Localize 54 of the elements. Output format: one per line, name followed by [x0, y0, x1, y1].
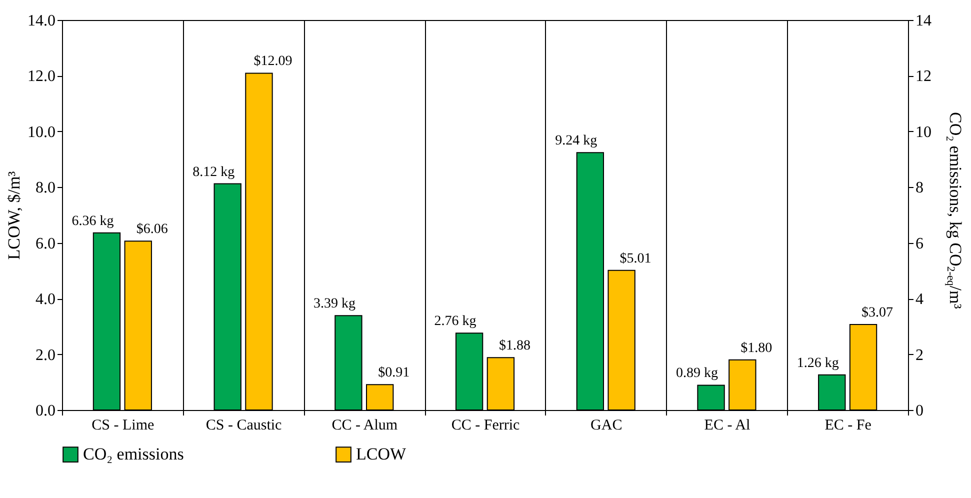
bar	[576, 152, 604, 410]
y-tick-label: 4.0	[36, 291, 56, 308]
x-tick-label: EC - Al	[704, 418, 750, 434]
data-label: 1.26 kg	[796, 356, 839, 371]
bar	[92, 232, 121, 410]
x-tick-label: GAC	[590, 418, 622, 434]
data-label: 3.39 kg	[313, 296, 356, 312]
bar	[455, 332, 484, 410]
bar	[818, 374, 846, 410]
bar	[728, 359, 756, 410]
bar	[124, 240, 152, 410]
data-label: 0.89 kg	[676, 366, 718, 382]
data-label: 2.76 kg	[434, 314, 476, 330]
y-tick-label: 6.0	[36, 235, 56, 252]
x-tick-label: EC - Fe	[824, 418, 872, 434]
y2-tick-label: 8	[916, 180, 924, 197]
data-label: 6.36 kg	[72, 214, 114, 229]
data-label: $3.07	[862, 305, 894, 320]
data-label: $1.88	[498, 338, 530, 354]
y-tick-label: 0.0	[36, 402, 56, 420]
x-tick-label: CS - Lime	[92, 418, 155, 434]
y-axis-title: LCOW, $/m³	[4, 171, 24, 260]
y2-tick-label: 2	[916, 346, 924, 364]
data-label: 8.12 kg	[192, 164, 235, 180]
bar	[334, 315, 362, 410]
bar	[214, 183, 242, 410]
data-label: $6.06	[136, 222, 168, 238]
y-tick-label: 2.0	[36, 346, 56, 364]
bar	[608, 270, 636, 410]
y2-tick-label: 6	[916, 235, 924, 252]
y2-tick-label: 12	[916, 68, 932, 86]
data-label: $5.01	[620, 251, 652, 266]
x-tick-label: CS - Caustic	[206, 418, 282, 434]
y2-tick-label: 4	[916, 291, 924, 308]
y2-tick-label: 0	[916, 402, 924, 420]
data-label: $1.80	[740, 340, 772, 356]
y2-tick-label: 10	[916, 124, 932, 141]
bar	[486, 357, 515, 410]
bar	[366, 384, 394, 410]
bar	[849, 324, 878, 410]
y-tick-label: 12.0	[28, 68, 56, 86]
y2-tick-label: 14	[916, 12, 932, 30]
x-tick-label: CC - Alum	[332, 418, 398, 434]
y-tick-label: 10.0	[28, 124, 56, 141]
data-label: 9.24 kg	[555, 134, 598, 149]
y-tick-label: 14.0	[28, 12, 56, 30]
x-tick-label: CC - Ferric	[451, 418, 520, 434]
legend-label: LCOW	[356, 444, 407, 464]
data-label: $12.09	[254, 54, 292, 70]
data-label: $0.91	[378, 366, 410, 381]
bar	[245, 72, 273, 410]
bar	[697, 384, 725, 410]
y-tick-label: 8.0	[36, 180, 56, 197]
legend-label: CO₂ emissions	[83, 444, 184, 464]
